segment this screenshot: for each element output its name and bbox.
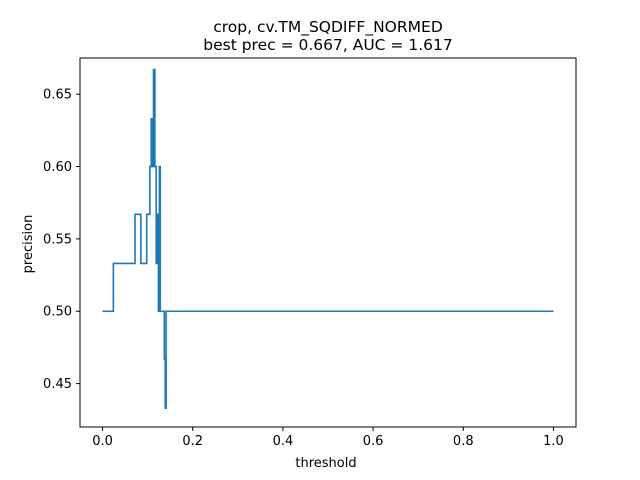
x-tick-label: 0.8 bbox=[453, 434, 474, 449]
chart-title-line2: best prec = 0.667, AUC = 1.617 bbox=[203, 36, 452, 54]
y-axis: 0.45 0.50 0.55 0.60 0.65 bbox=[43, 88, 80, 392]
precision-series-line bbox=[102, 68, 554, 409]
y-axis-label: precision bbox=[21, 215, 36, 274]
x-tick-label: 0.2 bbox=[182, 434, 203, 449]
y-tick-label: 0.50 bbox=[43, 305, 72, 320]
y-tick-label: 0.45 bbox=[43, 377, 72, 392]
plot-area bbox=[102, 68, 554, 409]
x-tick-label: 0.6 bbox=[363, 434, 384, 449]
y-tick-label: 0.60 bbox=[43, 160, 72, 175]
x-tick-label: 1.0 bbox=[543, 434, 564, 449]
y-tick-label: 0.55 bbox=[43, 232, 72, 247]
axes-frame bbox=[79, 57, 577, 428]
x-tick-label: 0.0 bbox=[92, 434, 113, 449]
chart-title-line1: crop, cv.TM_SQDIFF_NORMED bbox=[213, 18, 443, 37]
x-tick-label: 0.4 bbox=[273, 434, 294, 449]
x-axis: 0.0 0.2 0.4 0.6 0.8 1.0 bbox=[92, 427, 564, 449]
y-tick-label: 0.65 bbox=[43, 88, 72, 103]
x-axis-label: threshold bbox=[295, 456, 356, 471]
